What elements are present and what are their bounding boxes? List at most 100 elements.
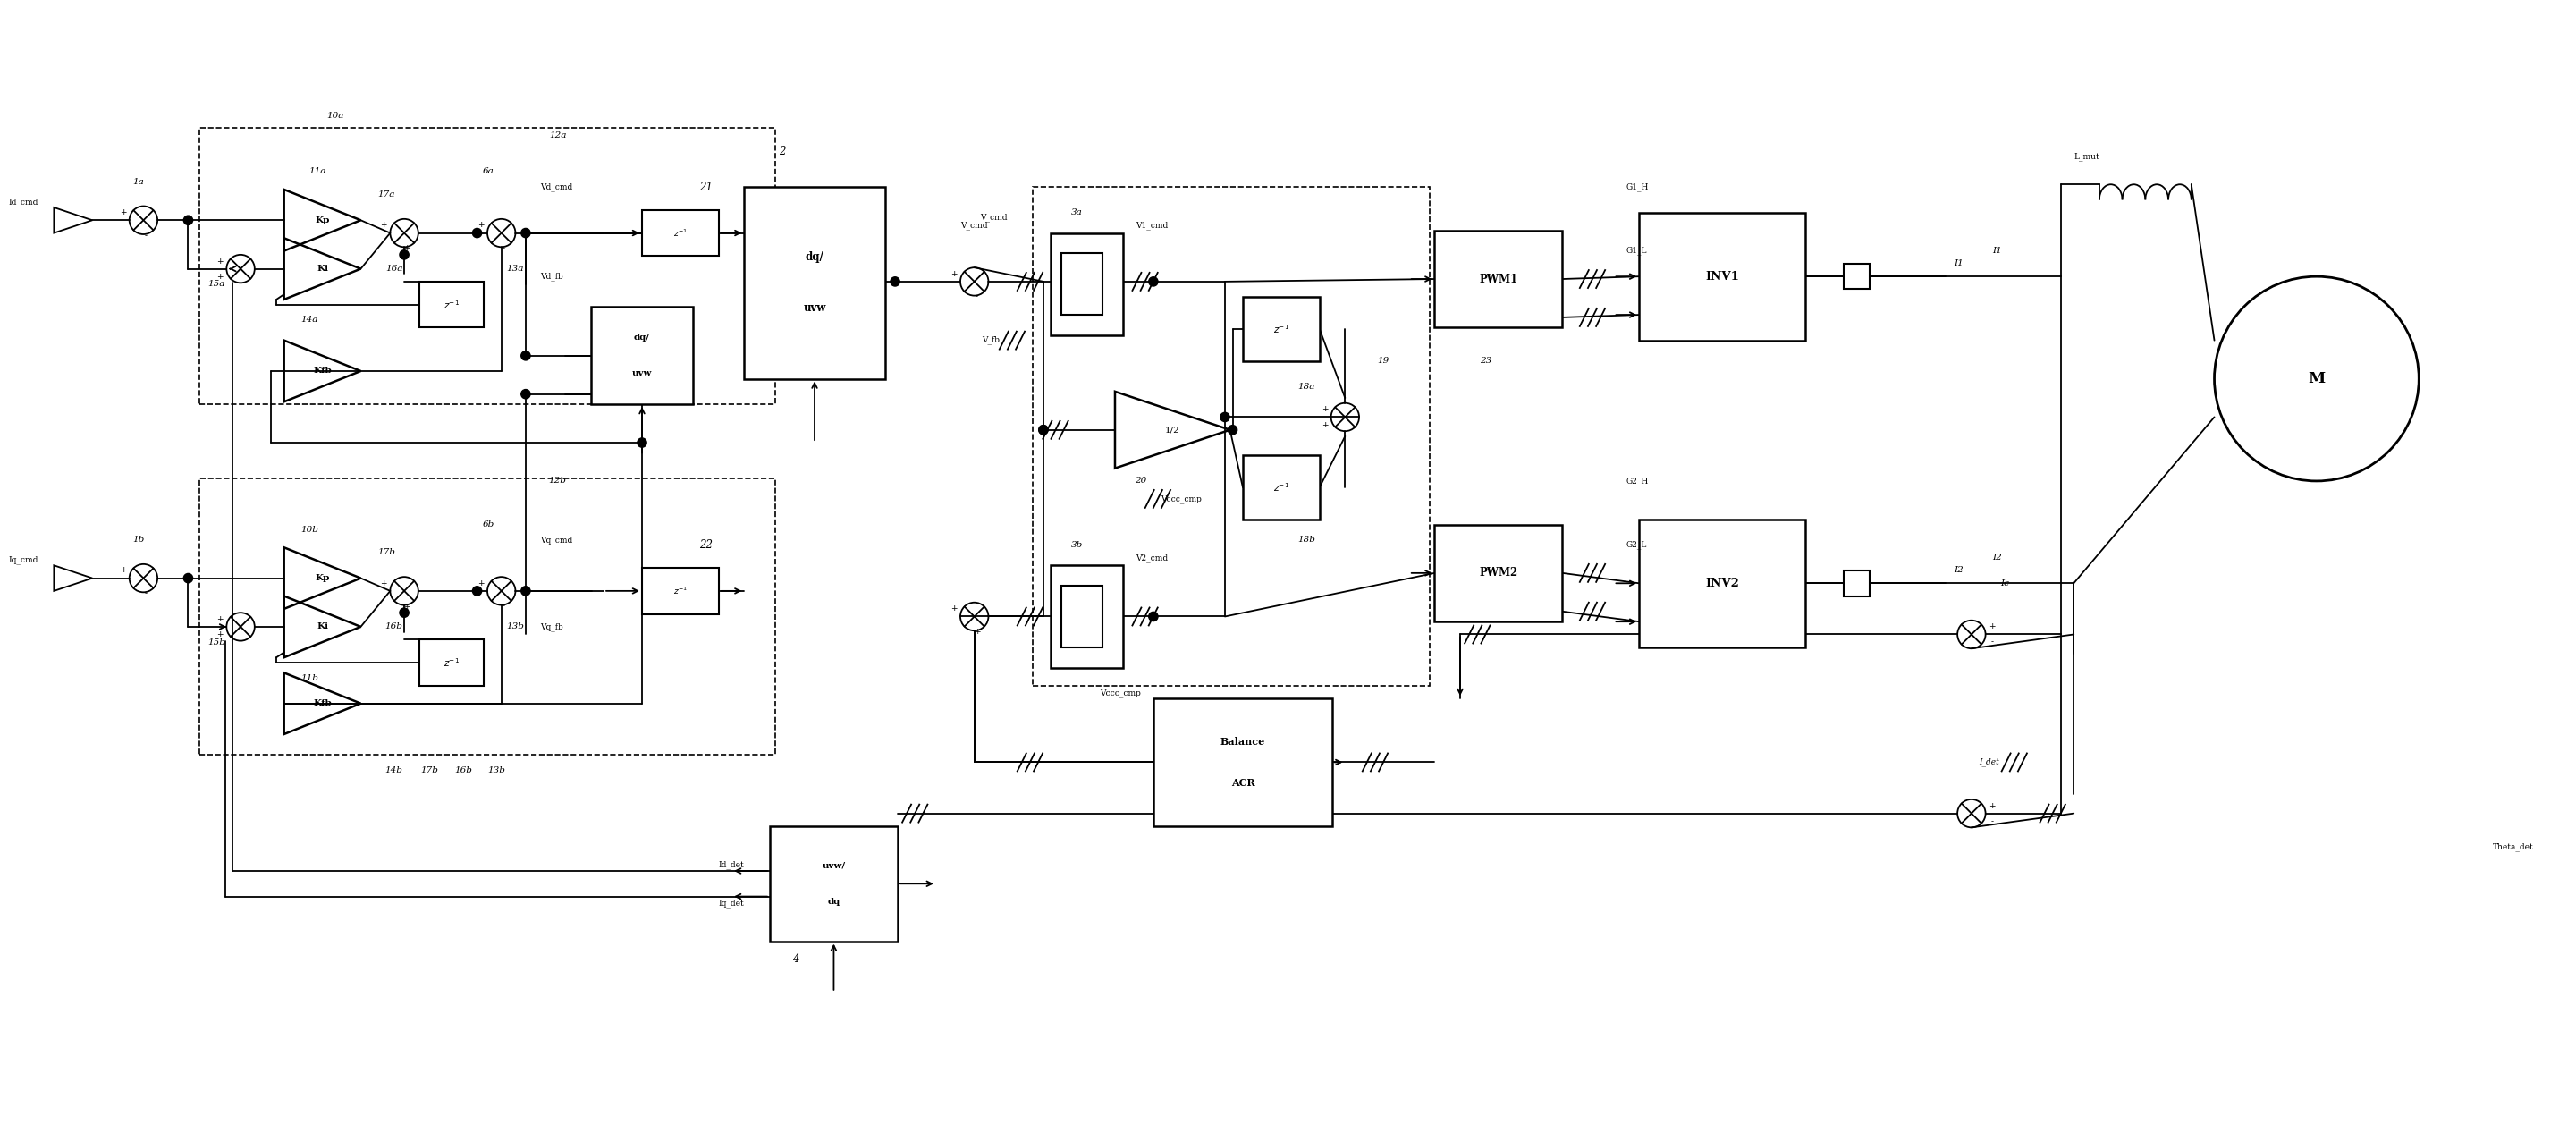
Bar bbox=[420, 282, 484, 327]
Text: Kfb: Kfb bbox=[314, 699, 332, 707]
Bar bbox=[1844, 264, 1870, 290]
Text: 10b: 10b bbox=[301, 526, 319, 534]
Text: 3a: 3a bbox=[1072, 209, 1082, 217]
Text: +: + bbox=[477, 221, 484, 229]
Bar bbox=[1051, 233, 1123, 335]
Text: uvw: uvw bbox=[631, 370, 652, 378]
Bar bbox=[1435, 230, 1564, 327]
Bar bbox=[1242, 297, 1319, 361]
Text: Kp: Kp bbox=[314, 216, 330, 225]
Text: +: + bbox=[118, 566, 126, 575]
Text: PWM1: PWM1 bbox=[1479, 273, 1517, 285]
Text: V_cmd: V_cmd bbox=[981, 213, 1007, 222]
Text: +: + bbox=[381, 580, 386, 588]
Text: 23: 23 bbox=[1479, 357, 1492, 365]
Circle shape bbox=[1229, 426, 1236, 435]
Text: uvw/: uvw/ bbox=[822, 861, 845, 869]
Text: I2: I2 bbox=[1953, 566, 1963, 575]
Text: dq/: dq/ bbox=[806, 251, 824, 264]
Text: Iq_cmd: Iq_cmd bbox=[8, 556, 39, 565]
Text: +: + bbox=[216, 257, 224, 265]
Text: 16a: 16a bbox=[386, 265, 402, 273]
Text: $z^{-1}$: $z^{-1}$ bbox=[672, 585, 688, 597]
Text: I1: I1 bbox=[1991, 246, 2002, 254]
Bar bbox=[1638, 212, 1806, 340]
Text: Vccc_cmp: Vccc_cmp bbox=[1100, 689, 1141, 697]
Text: +: + bbox=[974, 628, 981, 636]
Text: 12b: 12b bbox=[549, 477, 567, 485]
Text: G2_L: G2_L bbox=[1625, 541, 1646, 549]
Text: dq: dq bbox=[827, 898, 840, 906]
Text: 18b: 18b bbox=[1298, 536, 1316, 544]
Text: +: + bbox=[477, 580, 484, 588]
Text: V2_cmd: V2_cmd bbox=[1136, 553, 1167, 563]
Text: 14b: 14b bbox=[384, 766, 402, 774]
Text: 19: 19 bbox=[1378, 357, 1388, 365]
Text: 21: 21 bbox=[698, 181, 714, 193]
Text: $z^{-1}$: $z^{-1}$ bbox=[443, 299, 459, 310]
Text: 15b: 15b bbox=[206, 638, 224, 646]
Text: $z^{-1}$: $z^{-1}$ bbox=[1273, 323, 1288, 335]
Text: 17b: 17b bbox=[420, 766, 438, 774]
Text: +: + bbox=[1321, 405, 1329, 413]
Circle shape bbox=[399, 250, 410, 259]
Bar bbox=[1061, 253, 1103, 315]
Circle shape bbox=[1221, 413, 1229, 422]
Text: +: + bbox=[216, 273, 224, 281]
Bar bbox=[1638, 519, 1806, 647]
Text: +: + bbox=[216, 630, 224, 639]
Text: -: - bbox=[144, 590, 147, 598]
Text: G1_H: G1_H bbox=[1625, 183, 1649, 192]
Text: INV1: INV1 bbox=[1705, 270, 1739, 282]
Circle shape bbox=[1149, 277, 1159, 286]
Bar bbox=[744, 187, 886, 379]
Circle shape bbox=[520, 228, 531, 237]
Text: 1a: 1a bbox=[131, 178, 144, 186]
Text: G2_H: G2_H bbox=[1625, 477, 1649, 485]
Circle shape bbox=[520, 351, 531, 361]
Bar bbox=[641, 210, 719, 256]
Bar bbox=[420, 640, 484, 686]
Text: 16b: 16b bbox=[384, 623, 402, 631]
Circle shape bbox=[1038, 426, 1048, 435]
Text: -: - bbox=[976, 293, 979, 301]
Text: +: + bbox=[404, 244, 410, 252]
Text: Ki: Ki bbox=[317, 265, 327, 273]
Text: Vq_fb: Vq_fb bbox=[541, 623, 562, 631]
Bar bbox=[201, 128, 775, 404]
Text: -: - bbox=[1991, 817, 1994, 825]
Text: V_fb: V_fb bbox=[981, 337, 999, 345]
Bar bbox=[641, 568, 719, 614]
Text: -: - bbox=[502, 244, 505, 252]
Circle shape bbox=[183, 216, 193, 225]
Text: 1/2: 1/2 bbox=[1164, 426, 1180, 434]
Text: PWM2: PWM2 bbox=[1479, 567, 1517, 578]
Text: 16b: 16b bbox=[453, 766, 471, 774]
Text: $z^{-1}$: $z^{-1}$ bbox=[1273, 482, 1288, 494]
Text: $z^{-1}$: $z^{-1}$ bbox=[443, 656, 459, 669]
Text: 13b: 13b bbox=[487, 766, 505, 774]
Text: I1: I1 bbox=[1953, 260, 1963, 268]
Text: 13b: 13b bbox=[507, 623, 526, 631]
Bar bbox=[1242, 455, 1319, 519]
Bar bbox=[770, 826, 896, 941]
Text: Vq_cmd: Vq_cmd bbox=[541, 535, 572, 544]
Circle shape bbox=[1149, 612, 1159, 621]
Text: Theta_det: Theta_det bbox=[2494, 842, 2535, 851]
Text: +: + bbox=[1989, 623, 1996, 631]
Circle shape bbox=[399, 608, 410, 617]
Text: 2: 2 bbox=[781, 145, 786, 157]
Text: 3b: 3b bbox=[1072, 541, 1082, 549]
Circle shape bbox=[471, 586, 482, 596]
Bar bbox=[1435, 525, 1564, 622]
Text: V_cmd: V_cmd bbox=[961, 221, 989, 229]
Text: Ki: Ki bbox=[317, 623, 327, 631]
Text: 12a: 12a bbox=[549, 132, 567, 140]
Text: Iq_det: Iq_det bbox=[719, 899, 744, 907]
Text: 15a: 15a bbox=[206, 280, 224, 289]
Text: Id_cmd: Id_cmd bbox=[8, 199, 39, 207]
Text: -: - bbox=[144, 232, 147, 240]
Text: 20: 20 bbox=[1133, 477, 1146, 485]
Text: Vd_fb: Vd_fb bbox=[541, 273, 562, 281]
Circle shape bbox=[636, 438, 647, 447]
